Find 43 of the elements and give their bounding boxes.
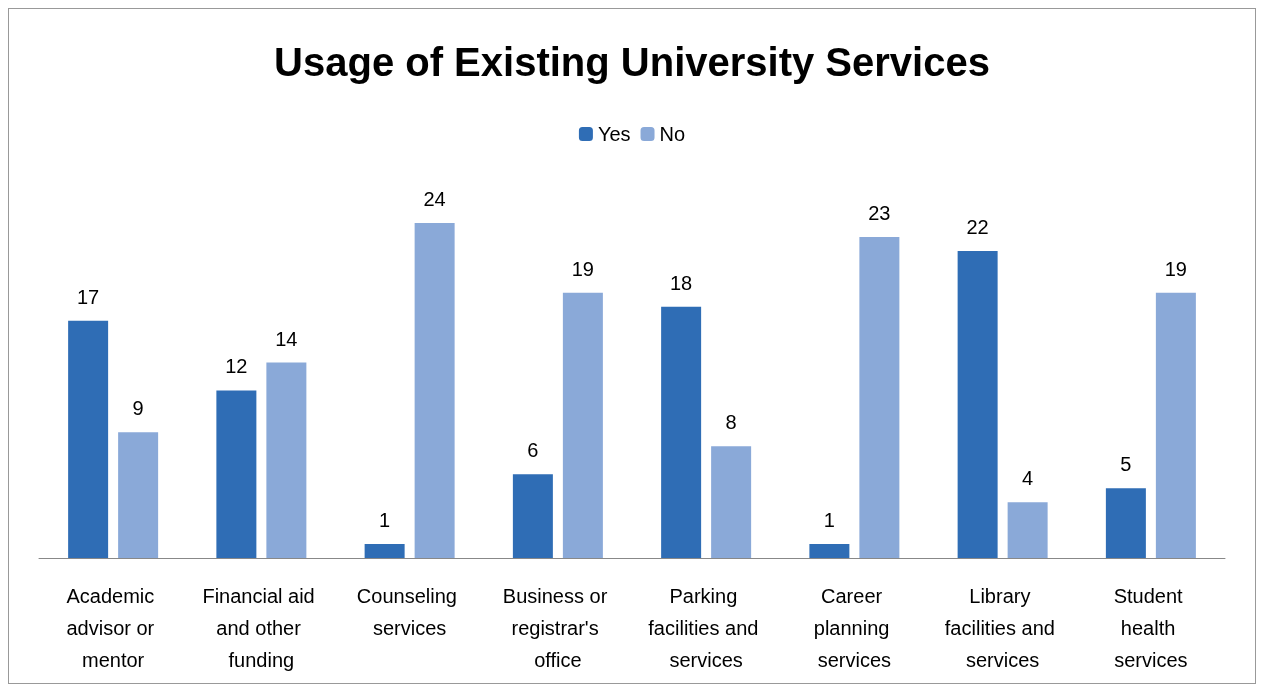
bar — [562, 292, 603, 558]
bar — [118, 432, 159, 558]
bar — [957, 250, 998, 558]
x-tick-label: Academic advisor or mentor — [66, 585, 160, 671]
data-label: 1 — [823, 509, 835, 532]
bar — [266, 362, 307, 558]
data-label: 8 — [725, 411, 737, 434]
bar — [1007, 502, 1048, 558]
bar — [216, 390, 257, 558]
data-label: 17 — [77, 285, 100, 308]
bar — [512, 474, 553, 558]
data-label: 5 — [1120, 453, 1132, 476]
x-tick-label: Counseling services — [356, 585, 463, 639]
x-tick-label: Career planning services — [813, 585, 895, 671]
data-label: 23 — [868, 201, 891, 224]
bar — [711, 446, 752, 558]
data-label: 18 — [670, 271, 693, 294]
legend-label: No — [659, 123, 686, 145]
x-tick-label: Library facilities and services — [944, 585, 1061, 671]
data-label: 19 — [1164, 257, 1187, 280]
data-label: 6 — [527, 439, 539, 462]
data-label: 9 — [132, 397, 144, 420]
x-tick-label: Student health services — [1113, 585, 1189, 671]
x-tick-label: Financial aid and other funding — [202, 585, 321, 671]
legend-label: Yes — [597, 123, 631, 145]
data-label: 14 — [275, 327, 298, 350]
x-tick-label: Parking facilities and services — [648, 585, 764, 671]
x-tick-label: Business or registrar's office — [502, 585, 613, 671]
bar — [661, 306, 702, 558]
data-label: 12 — [225, 355, 248, 378]
bar — [1155, 292, 1196, 558]
data-label: 1 — [379, 509, 391, 532]
bar — [414, 222, 455, 558]
bar — [68, 320, 109, 558]
data-label: 19 — [571, 257, 594, 280]
bar — [364, 544, 405, 558]
bar — [809, 544, 850, 558]
chart-title: Usage of Existing University Services — [274, 40, 990, 84]
bar — [1105, 488, 1146, 558]
data-label: 22 — [966, 215, 989, 238]
data-label: 24 — [423, 187, 446, 210]
bar — [859, 236, 900, 558]
data-label: 4 — [1022, 467, 1034, 490]
